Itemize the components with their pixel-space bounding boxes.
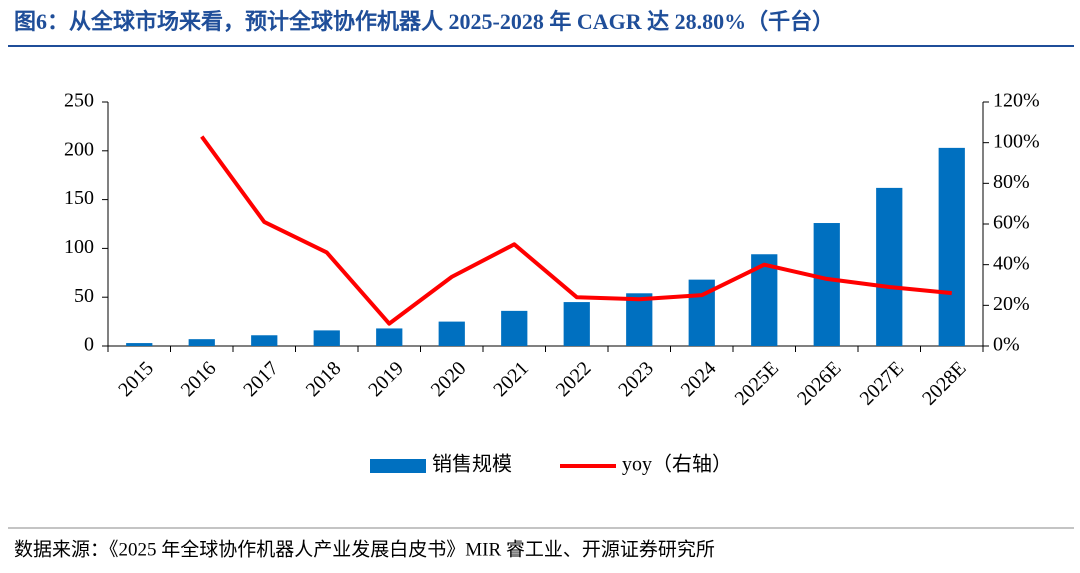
x-tick-label: 2019 [364,357,408,401]
y-tick-label: 100 [64,236,94,258]
x-tick-label: 2026E [793,357,845,409]
y-tick-label: 150 [64,187,94,209]
chart-title: 图6：从全球市场来看，预计全球协作机器人 2025-2028 年 CAGR 达 … [14,9,834,34]
legend-label: 销售规模 [432,453,512,476]
y2-tick-label: 60% [993,212,1030,234]
bar [126,343,153,346]
y-tick-label: 50 [74,285,94,307]
x-tick-label: 2025E [731,357,783,409]
y-tick-label: 250 [64,90,94,112]
y2-tick-label: 100% [993,130,1040,152]
legend-label: yoy（右轴） [622,453,732,476]
bar [876,187,903,346]
y2-tick-label: 20% [993,293,1030,315]
bar [813,223,840,346]
x-tick-label: 2021 [489,357,533,401]
y2-tick-label: 0% [993,334,1020,356]
y-tick-label: 200 [64,138,94,160]
y2-tick-label: 80% [993,171,1030,193]
bar [938,147,965,346]
y2-tick-label: 120% [993,90,1040,112]
x-tick-label: 2020 [427,357,471,401]
bar [501,310,528,346]
x-tick-label: 2027E [856,357,908,409]
bar [313,330,340,346]
x-tick-label: 2024 [677,357,721,401]
bar [563,302,590,346]
bar [626,293,653,346]
legend-swatch [370,459,426,473]
y-tick-label: 0 [84,334,94,356]
line [200,135,952,326]
x-tick-label: 2015 [114,357,158,401]
bar [438,321,465,346]
x-tick-label: 2022 [552,357,596,401]
x-tick-label: 2018 [302,357,346,401]
bar [376,328,403,346]
x-tick-label: 2023 [614,357,658,401]
x-tick-label: 2017 [239,357,283,401]
x-tick-label: 2016 [177,357,221,401]
y2-tick-label: 40% [993,252,1030,274]
x-tick-label: 2028E [918,357,970,409]
source-note: 数据来源：《2025 年全球协作机器人产业发展白皮书》MIR 睿工业、开源证券研… [14,538,715,560]
bar [188,339,215,346]
bar [251,335,278,346]
